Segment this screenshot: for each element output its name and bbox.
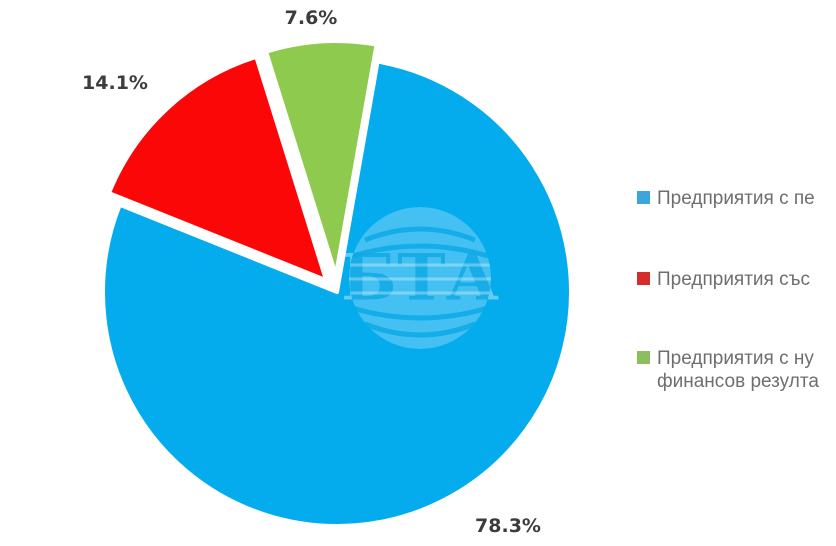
- legend-label: Предприятия с ну финансов резулта: [657, 347, 819, 393]
- legend-label: Предприятия със: [657, 269, 810, 290]
- legend-item-loss: Предприятия със: [637, 268, 810, 291]
- svg-text:БТА: БТА: [341, 241, 499, 316]
- legend-marker-red-icon: [637, 272, 650, 285]
- legend-label: Предприятия с пе: [657, 188, 815, 209]
- legend-marker-green-icon: [637, 351, 650, 364]
- data-label-red-slice: 14.1%: [82, 72, 148, 94]
- data-label-blue-slice: 78.3%: [475, 515, 541, 537]
- pie-slice-enterprises-zero-financial-result: [264, 39, 379, 278]
- legend-label-line2: финансов резулта: [657, 371, 819, 392]
- legend-item-profit: Предприятия с пе: [637, 187, 815, 210]
- bta-globe-watermark-icon: БТА БТА: [341, 207, 499, 349]
- legend-marker-blue-icon: [637, 191, 650, 204]
- data-label-green-slice: 7.6%: [284, 7, 338, 29]
- legend-label-line1: Предприятия с ну: [657, 348, 814, 369]
- legend-item-zero-result: Предприятия с ну финансов резулта: [637, 347, 819, 393]
- pie-slice-enterprises-with-loss: [106, 54, 329, 283]
- pie-slices-group: [101, 39, 573, 528]
- pie-slice-enterprises-with-profit: [101, 59, 573, 528]
